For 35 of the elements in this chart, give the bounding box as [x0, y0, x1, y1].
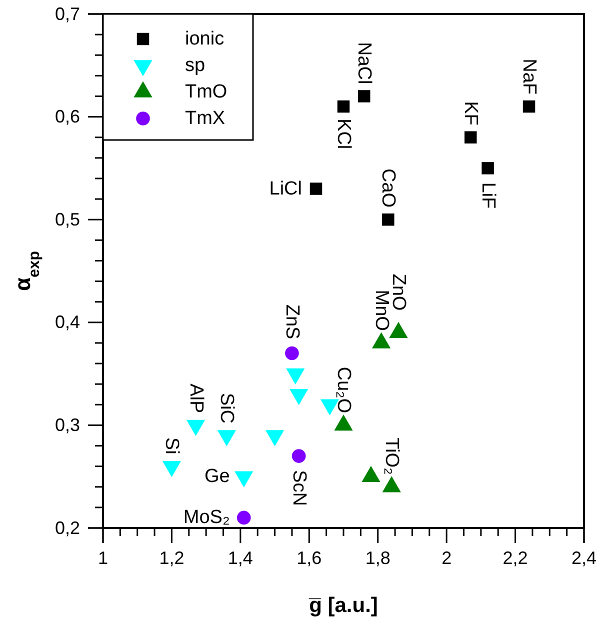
annotation: NaF	[518, 58, 540, 95]
y-tick-label: 0,5	[54, 209, 80, 230]
x-tick-label: 1,4	[228, 548, 253, 568]
annotation: KF	[460, 101, 482, 126]
annotation: TiO₂	[381, 438, 402, 475]
annotation: Ge	[204, 466, 230, 488]
x-tick-label: 2	[442, 548, 452, 568]
annotation: AlP	[185, 384, 206, 414]
annotation: KCl	[333, 118, 354, 150]
x-axis-title: g̅ [a.u.]	[308, 594, 378, 617]
annotation: NaCl	[354, 42, 375, 84]
x-tick-label: 1,6	[296, 548, 322, 568]
y-tick-label: 0,7	[54, 4, 80, 24]
x-tick-label: 2,2	[502, 548, 528, 568]
x-tick-label: 1,2	[159, 548, 184, 568]
x-tick-label: 2,4	[571, 548, 597, 568]
legend-label: TmX	[185, 108, 226, 129]
annotation: LiCl	[269, 178, 302, 200]
annotation: LiF	[477, 182, 498, 209]
annotation: ScN	[288, 470, 310, 506]
annotation: MoS₂	[183, 507, 230, 528]
annotation: Cu₂O	[333, 366, 354, 414]
y-tick-label: 0,3	[54, 414, 80, 435]
legend-label: TmO	[185, 82, 228, 102]
legend-label: sp	[185, 55, 206, 76]
annotation: Si	[161, 437, 182, 454]
legend-label: ionic	[185, 28, 224, 50]
annotation: CaO	[378, 168, 399, 208]
annotation: ZnS	[281, 304, 302, 340]
x-tick-label: 1	[98, 548, 108, 568]
y-tick-label: 0,6	[54, 106, 80, 127]
y-tick-label: 0,4	[54, 312, 80, 332]
annotation: SiC	[216, 392, 238, 424]
x-tick-label: 1,8	[365, 548, 390, 568]
y-tick-label: 0,2	[54, 518, 80, 538]
